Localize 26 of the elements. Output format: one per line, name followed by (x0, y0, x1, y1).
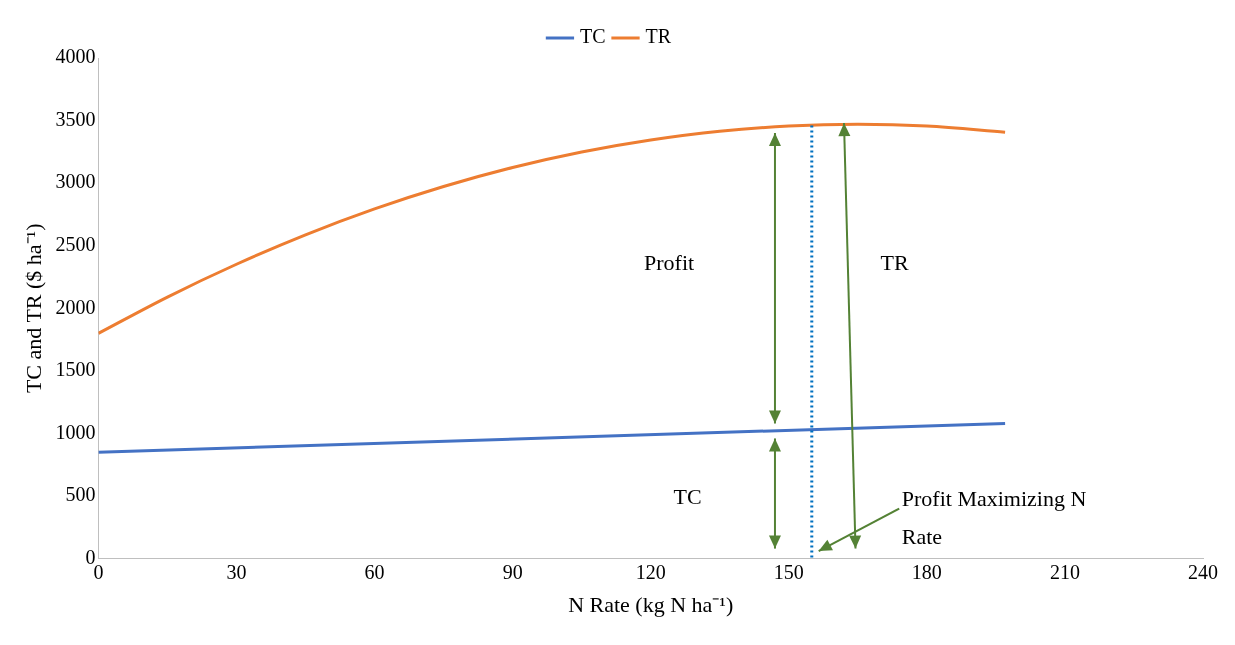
y-tick-label: 1500 (55, 358, 96, 381)
x-tick-label: 60 (364, 560, 385, 583)
annotation: TR (880, 250, 910, 276)
x-tick-label: 90 (502, 560, 523, 583)
x-tick-label: 210 (1049, 560, 1080, 583)
x-tick-label: 120 (635, 560, 666, 583)
x-tick-label: 30 (226, 560, 247, 583)
x-tick-label: 240 (1188, 560, 1218, 583)
y-tick-label: 3000 (55, 170, 96, 193)
x-tick-label: 150 (773, 560, 804, 583)
annotation: TC (673, 484, 702, 510)
line-series (98, 122, 1007, 335)
annotation: Profit (644, 250, 695, 276)
y-tick-label: 2000 (55, 295, 96, 318)
y-axis-title: TC and TR ($ ha⁻¹) (20, 223, 46, 394)
y-tick-label: 2500 (55, 232, 96, 255)
y-tick-label: 3500 (55, 107, 96, 130)
legend-label: TC (579, 25, 606, 48)
y-tick-label: 4000 (55, 45, 96, 68)
y-tick-label: 0 (85, 545, 96, 568)
y-tick-label: 500 (65, 483, 96, 506)
x-axis-title: N Rate (kg N ha⁻¹) (568, 591, 734, 617)
x-tick-label: 180 (911, 560, 942, 583)
y-tick-label: 1000 (55, 420, 96, 443)
legend-label: TR (645, 25, 672, 48)
ref-line-label: Profit Maximizing N Rate (901, 486, 1087, 550)
